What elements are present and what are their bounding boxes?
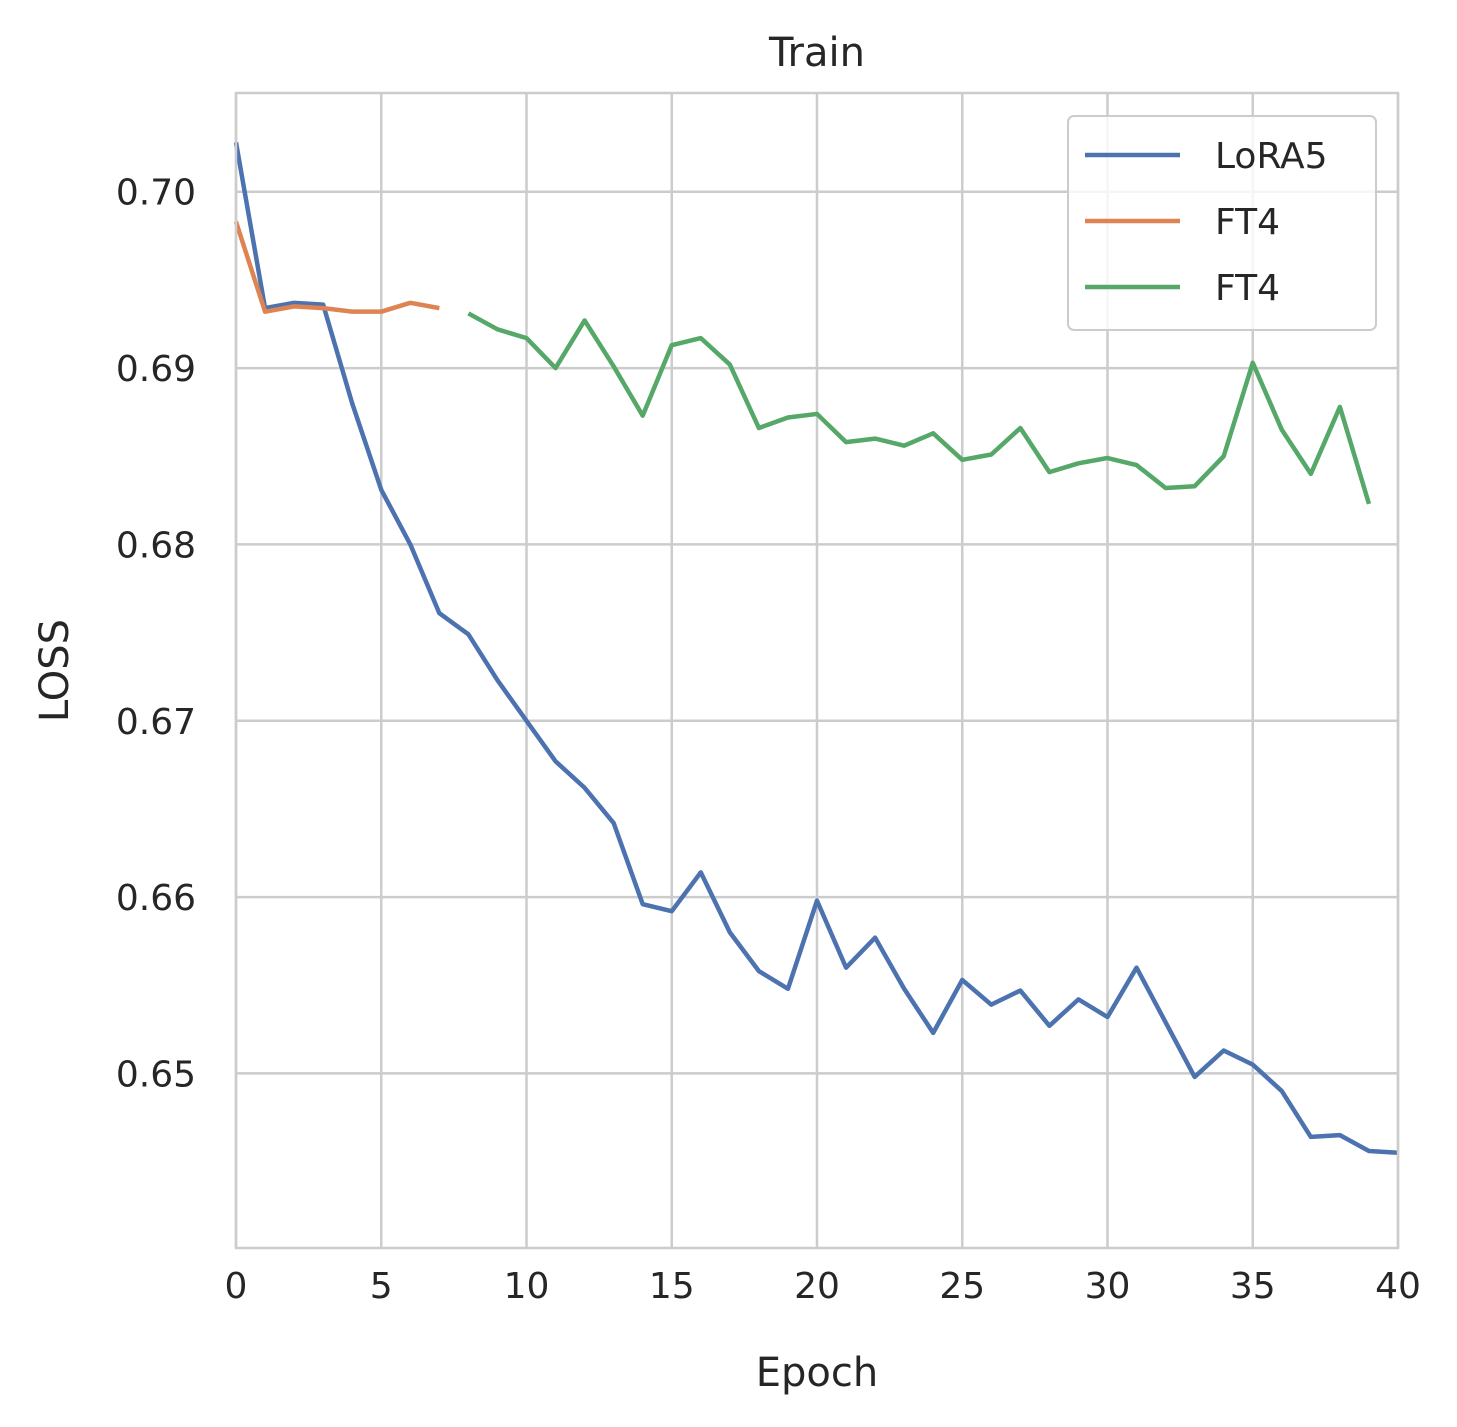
x-tick-label: 20	[794, 1266, 840, 1307]
legend-label: FT4	[1215, 268, 1280, 309]
legend-label: LoRA5	[1215, 136, 1328, 177]
y-axis-label: LOSS	[32, 619, 78, 722]
legend-label: FT4	[1215, 202, 1280, 243]
legend: LoRA5 FT4 FT4	[1067, 115, 1377, 331]
y-tick-label: 0.67	[116, 702, 196, 743]
x-axis-label: Epoch	[756, 1350, 878, 1396]
y-tick-label: 0.66	[116, 878, 196, 919]
plot-frame	[234, 91, 1400, 1250]
legend-box	[1067, 115, 1377, 331]
y-tick-label: 0.69	[116, 349, 196, 390]
y-tick-label: 0.70	[116, 173, 196, 214]
series-lines	[233, 141, 1399, 1156]
x-tick-label: 35	[1230, 1266, 1276, 1307]
x-tick-label: 10	[504, 1266, 550, 1307]
series-line-0	[233, 141, 1399, 1156]
x-tick-label: 25	[939, 1266, 985, 1307]
y-tick-label: 0.65	[116, 1054, 196, 1095]
y-tick-label: 0.68	[116, 525, 196, 566]
tick-labels: 0 5 10 15 20 25 30 35 40 0.65 0.66 0.67 0.68 0.69 0.70	[116, 173, 1421, 1307]
x-tick-label: 15	[649, 1266, 695, 1307]
series-line-2	[467, 311, 1372, 505]
x-tick-label: 40	[1375, 1266, 1421, 1307]
x-tick-label: 0	[225, 1266, 248, 1307]
x-tick-label: 30	[1085, 1266, 1131, 1307]
series-line-1	[233, 221, 440, 314]
chart-title: Train	[768, 30, 865, 76]
x-tick-label: 5	[370, 1266, 393, 1307]
